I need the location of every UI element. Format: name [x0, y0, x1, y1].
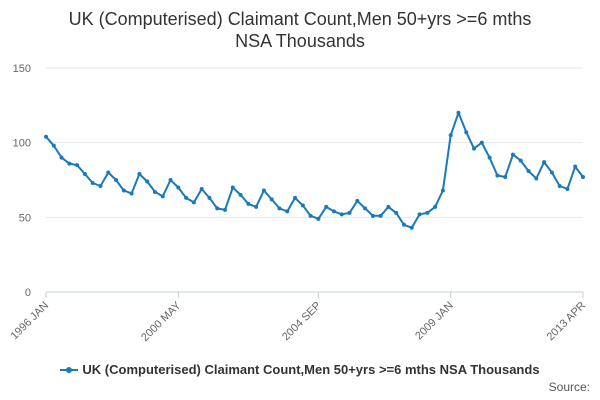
source-label: Source: [548, 380, 590, 394]
data-point[interactable] [565, 186, 570, 191]
data-point[interactable] [456, 110, 461, 115]
data-point[interactable] [378, 213, 383, 218]
data-point[interactable] [269, 197, 274, 202]
data-point[interactable] [581, 175, 585, 180]
data-point[interactable] [316, 216, 321, 221]
series-line [45, 111, 584, 229]
chart-title: UK (Computerised) Claimant Count,Men 50+… [0, 8, 600, 52]
data-point[interactable] [191, 200, 196, 205]
data-point[interactable] [479, 140, 484, 145]
data-point[interactable] [417, 212, 422, 217]
data-point[interactable] [230, 185, 235, 190]
data-point[interactable] [472, 146, 477, 151]
data-point[interactable] [145, 179, 150, 184]
data-point[interactable] [534, 176, 539, 181]
legend-marker-icon [60, 365, 79, 375]
data-point[interactable] [293, 195, 298, 200]
data-point[interactable] [510, 152, 515, 157]
data-point[interactable] [168, 178, 173, 182]
data-point[interactable] [363, 206, 368, 211]
y-tick-label: 150 [13, 63, 31, 75]
data-point[interactable] [448, 133, 453, 138]
data-point[interactable] [75, 163, 80, 168]
data-point[interactable] [549, 170, 554, 175]
data-point[interactable] [114, 178, 119, 182]
y-tick-label: 0 [25, 287, 31, 299]
data-point[interactable] [90, 180, 95, 185]
x-tick-label: 2000 MAY [139, 299, 184, 344]
data-point[interactable] [386, 204, 391, 209]
data-point[interactable] [503, 175, 508, 180]
data-point[interactable] [59, 155, 64, 160]
data-point[interactable] [300, 203, 305, 208]
x-tick-label: 2004 SEP [280, 300, 324, 344]
data-point[interactable] [557, 183, 562, 188]
data-point[interactable] [106, 170, 111, 175]
chart-title-line-2: NSA Thousands [235, 31, 365, 51]
data-point[interactable] [160, 194, 165, 199]
data-point[interactable] [308, 213, 313, 218]
data-point[interactable] [339, 212, 344, 217]
data-point[interactable] [370, 213, 375, 218]
data-point[interactable] [238, 192, 243, 197]
y-tick-label: 100 [13, 138, 31, 150]
data-point[interactable] [129, 191, 134, 196]
data-point[interactable] [518, 158, 523, 163]
data-point[interactable] [464, 130, 469, 135]
data-point[interactable] [331, 209, 336, 214]
x-tick-label: 2013 APR [545, 300, 589, 344]
data-point[interactable] [137, 172, 142, 177]
legend-label: UK (Computerised) Claimant Count,Men 50+… [82, 362, 540, 377]
data-point[interactable] [67, 161, 72, 166]
data-point[interactable] [184, 195, 189, 200]
data-point[interactable] [285, 209, 290, 214]
data-point[interactable] [215, 206, 220, 211]
data-point[interactable] [98, 183, 103, 188]
data-point[interactable] [324, 204, 329, 209]
data-point[interactable] [51, 143, 56, 148]
y-tick-label: 50 [19, 212, 31, 224]
data-point[interactable] [277, 206, 282, 211]
data-point[interactable] [425, 210, 430, 215]
data-point[interactable] [440, 188, 445, 193]
x-tick-label: 1996 JAN [8, 300, 51, 343]
data-point[interactable] [394, 210, 399, 215]
data-point[interactable] [254, 204, 259, 209]
data-point[interactable] [261, 188, 266, 193]
data-point[interactable] [526, 169, 531, 174]
data-point[interactable] [487, 155, 492, 160]
legend-item[interactable]: UK (Computerised) Claimant Count,Men 50+… [60, 362, 540, 377]
legend[interactable]: UK (Computerised) Claimant Count,Men 50+… [0, 362, 600, 378]
data-point[interactable] [355, 198, 360, 203]
data-point[interactable] [246, 201, 251, 206]
data-point[interactable] [495, 173, 500, 178]
data-point[interactable] [223, 207, 227, 212]
data-point[interactable] [121, 188, 126, 193]
data-point[interactable] [44, 134, 48, 139]
data-point[interactable] [573, 164, 578, 169]
data-point[interactable] [199, 186, 204, 191]
data-point[interactable] [402, 222, 406, 227]
data-point[interactable] [82, 172, 87, 177]
data-point[interactable] [542, 160, 547, 165]
data-point[interactable] [176, 185, 181, 190]
x-tick-label: 2009 JAN [413, 300, 456, 343]
data-point[interactable] [433, 204, 438, 209]
data-point[interactable] [409, 225, 414, 230]
data-point[interactable] [152, 189, 157, 194]
data-point[interactable] [207, 195, 212, 200]
chart-title-line-1: UK (Computerised) Claimant Count,Men 50+… [68, 9, 532, 29]
data-point[interactable] [347, 210, 352, 215]
